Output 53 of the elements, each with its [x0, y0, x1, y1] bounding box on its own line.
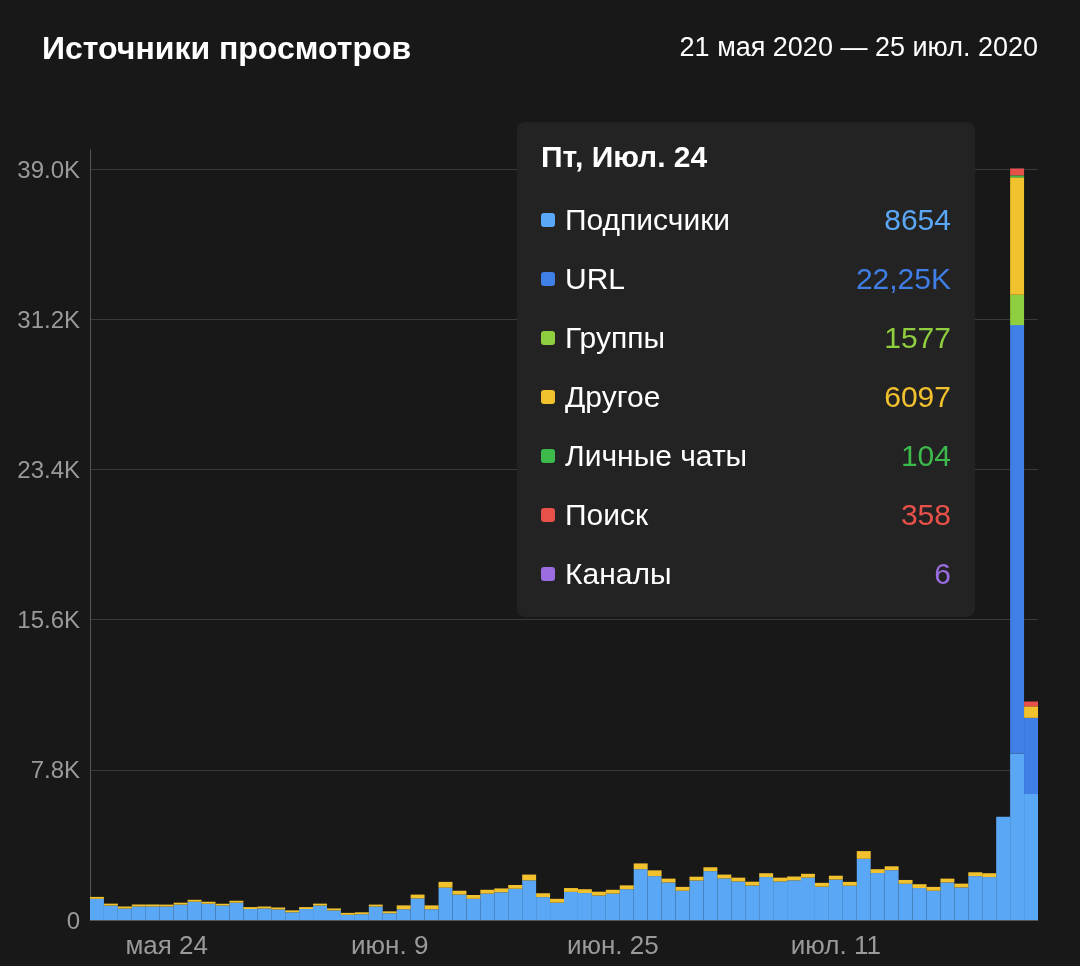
bar [536, 893, 551, 898]
bar [856, 851, 871, 859]
bar [647, 870, 662, 877]
annotation: 1577 [884, 320, 951, 356]
bar [438, 881, 453, 888]
x-tick-label: июн. 25 [566, 930, 659, 960]
legend-label: URL [565, 261, 626, 297]
bar [1010, 294, 1025, 326]
bar [550, 898, 564, 903]
bar [731, 877, 746, 882]
chart-title: Источники просмотров [42, 30, 412, 67]
bar [1010, 177, 1025, 295]
annotation: 104 [900, 438, 951, 474]
bar [703, 867, 718, 872]
y-tick-label: 23.4K [17, 456, 80, 484]
y-tick-label: 15.6K [17, 606, 80, 634]
legend-title: Пт, Июл. 24 [541, 140, 709, 174]
legend-label: Поиск [565, 497, 649, 533]
bar [842, 881, 857, 886]
annotation: 8654 [884, 202, 951, 238]
legend-label: Группы [565, 320, 665, 356]
annotation: 6097 [884, 379, 951, 415]
legend-label: Личные чаты [565, 438, 748, 474]
bar [1024, 706, 1038, 718]
x-tick-label: мая 24 [125, 930, 208, 960]
bar [898, 879, 913, 884]
bar [745, 881, 760, 886]
bar [619, 885, 634, 890]
legend-label: Каналы [565, 556, 672, 592]
legend-label: Подписчики [565, 202, 731, 238]
bar [466, 894, 481, 899]
x-tick-label: июн. 9 [351, 930, 429, 960]
y-tick-label: 31.2K [17, 305, 80, 333]
x-tick-label: июл. 11 [790, 930, 881, 960]
y-tick-label: 0 [66, 906, 80, 934]
bar [633, 863, 648, 870]
bar [1010, 168, 1025, 176]
bar [689, 876, 704, 881]
bar [452, 890, 467, 895]
bar [814, 882, 829, 887]
chart-subtitle: 21 мая 2020 — 25 июл. 2020 [679, 32, 1038, 63]
bar [424, 905, 439, 910]
annotation: 22,25K [855, 261, 951, 297]
bar [675, 886, 690, 891]
y-tick-label: 7.8K [30, 756, 80, 784]
bar [1010, 175, 1025, 178]
legend-label: Другое [565, 379, 661, 415]
y-tick-label: 39.0K [17, 155, 80, 183]
annotation: 6 [934, 556, 951, 592]
annotation: 358 [900, 497, 951, 533]
bar [759, 873, 774, 878]
bar [828, 875, 843, 880]
bar [396, 905, 411, 910]
